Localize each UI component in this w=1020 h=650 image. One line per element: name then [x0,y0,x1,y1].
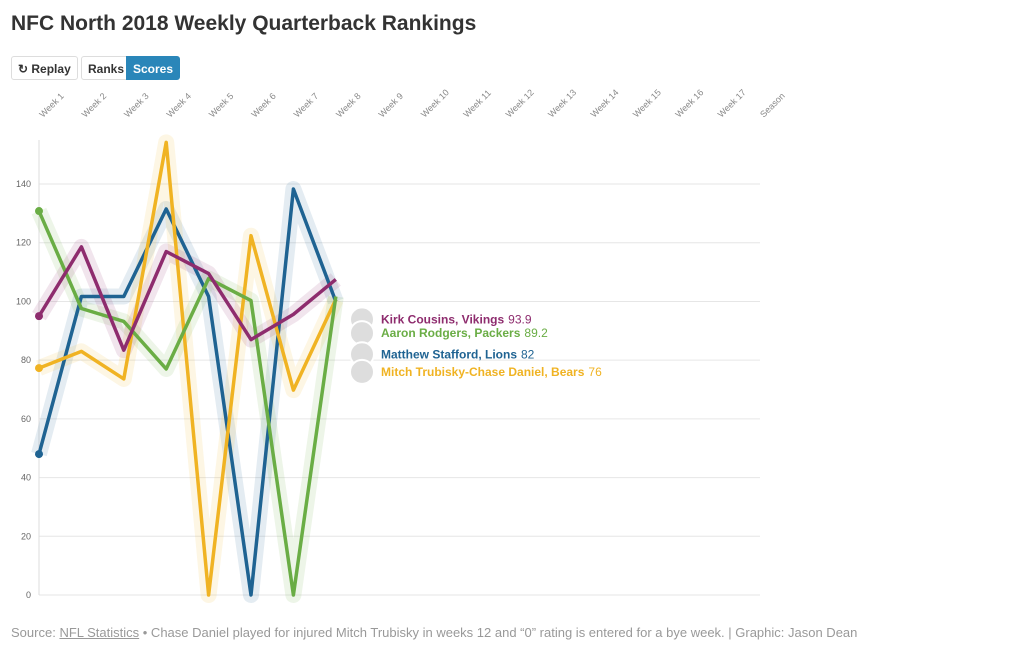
end-value: 76 [588,365,602,379]
button-label: Replay [31,62,71,76]
y-tick-label: 0 [26,590,31,600]
line [37,245,337,352]
series-name: Matthew Stafford, Lions [381,347,517,361]
start-point [35,450,43,459]
end-label: Aaron Rodgers, Packers 89.2 [381,326,548,340]
x-tick-label: Week 4 [165,91,194,120]
source-prefix: Source: [11,625,56,640]
x-tick-label: Week 13 [546,87,578,119]
start-point [35,207,43,216]
line [37,210,338,597]
y-tick-label: 100 [16,296,31,306]
y-tick-label: 140 [16,179,31,189]
x-tick-label: Week 12 [504,87,536,119]
line [38,140,338,597]
series-name: Aaron Rodgers, Packers [381,326,521,340]
start-point [35,364,43,373]
x-tick-label: Week 10 [419,87,451,119]
end-label: Kirk Cousins, Vikings 93.9 [381,312,532,326]
y-tick-label: 20 [21,531,31,541]
x-tick-label: Week 6 [249,91,278,120]
end-marker [349,358,375,385]
y-tick-label: 60 [21,414,31,424]
x-tick-label: Week 17 [716,87,748,119]
series-name: Kirk Cousins, Vikings [381,312,504,326]
end-label: Matthew Stafford, Lions 82 [381,347,535,361]
source-note: Source: NFL Statistics • Chase Daniel pl… [11,625,857,640]
x-tick-label: Week 16 [673,87,705,119]
x-tick-label: Week 7 [292,91,321,120]
start-point [35,312,43,321]
x-tick-label: Week 11 [461,88,493,120]
end-value: 82 [521,347,535,361]
y-tick-label: 40 [21,473,31,483]
x-tick-label: Week 3 [122,91,151,120]
y-tick-label: 80 [21,355,31,365]
source-link[interactable]: NFL Statistics [59,625,140,640]
x-tick-label: Week 2 [80,91,109,120]
x-tick-label: Week 14 [589,87,621,119]
x-tick-label: Week 1 [37,91,66,120]
x-tick-label: Week 15 [631,87,663,119]
end-value: 89.2 [524,326,548,340]
replay-button[interactable]: ↻ Replay [11,56,78,80]
series-name: Mitch Trubisky-Chase Daniel, Bears [381,365,585,379]
source-text: • Chase Daniel played for injured Mitch … [142,625,858,640]
chart: 0 20 40 60 80 100 120 140 Week 1 Week 2 Week 3 Week… [16,87,787,603]
x-tick-label: Week 8 [334,91,363,120]
y-tick-label: 120 [16,238,31,248]
ranks-button[interactable]: Ranks [81,56,132,80]
scores-button[interactable]: Scores [126,56,181,80]
end-label: Mitch Trubisky-Chase Daniel, Bears 76 [381,365,602,379]
end-value: 93.9 [508,312,532,326]
x-tick-label: Week 9 [377,91,406,120]
x-tick-label: Season [758,91,787,120]
x-tick-label: Week 5 [207,91,236,120]
chart-title: NFC North 2018 Weekly Quarterback Rankin… [11,12,477,35]
line [37,187,338,597]
